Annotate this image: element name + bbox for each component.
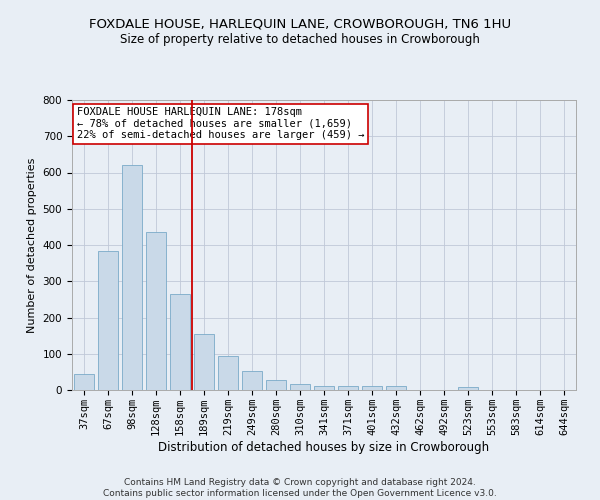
Bar (362, 386, 382, 390)
Text: Size of property relative to detached houses in Crowborough: Size of property relative to detached ho… (120, 32, 480, 46)
Text: Contains HM Land Registry data © Crown copyright and database right 2024.
Contai: Contains HM Land Registry data © Crown c… (103, 478, 497, 498)
Bar (386, 386, 406, 390)
Bar (458, 387, 478, 390)
Bar (218, 356, 238, 390)
Text: FOXDALE HOUSE, HARLEQUIN LANE, CROWBOROUGH, TN6 1HU: FOXDALE HOUSE, HARLEQUIN LANE, CROWBOROU… (89, 18, 511, 30)
Bar (266, 380, 286, 390)
Bar (314, 386, 334, 390)
Bar (122, 164, 142, 390)
Bar (338, 386, 358, 390)
Bar (170, 294, 190, 390)
Bar (98, 251, 118, 390)
Bar (194, 334, 214, 390)
Y-axis label: Number of detached properties: Number of detached properties (27, 158, 37, 332)
Text: FOXDALE HOUSE HARLEQUIN LANE: 178sqm
← 78% of detached houses are smaller (1,659: FOXDALE HOUSE HARLEQUIN LANE: 178sqm ← 7… (77, 108, 365, 140)
Bar (242, 371, 262, 390)
X-axis label: Distribution of detached houses by size in Crowborough: Distribution of detached houses by size … (158, 440, 490, 454)
Bar (74, 374, 94, 390)
Bar (290, 384, 310, 390)
Bar (146, 232, 166, 390)
